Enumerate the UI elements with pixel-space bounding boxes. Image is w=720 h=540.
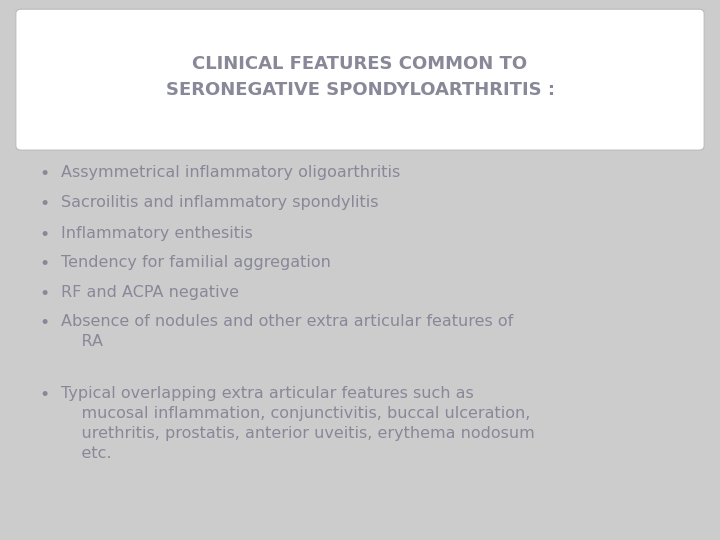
Text: Sacroilitis and inflammatory spondylitis: Sacroilitis and inflammatory spondylitis bbox=[61, 195, 379, 211]
FancyBboxPatch shape bbox=[16, 9, 704, 150]
Text: •: • bbox=[40, 314, 50, 332]
Text: •: • bbox=[40, 285, 50, 302]
Text: •: • bbox=[40, 255, 50, 273]
Text: •: • bbox=[40, 386, 50, 404]
Text: Inflammatory enthesitis: Inflammatory enthesitis bbox=[61, 226, 253, 241]
Text: CLINICAL FEATURES COMMON TO
SERONEGATIVE SPONDYLOARTHRITIS :: CLINICAL FEATURES COMMON TO SERONEGATIVE… bbox=[166, 55, 554, 99]
Text: •: • bbox=[40, 195, 50, 213]
Text: Typical overlapping extra articular features such as
    mucosal inflammation, c: Typical overlapping extra articular feat… bbox=[61, 386, 535, 461]
Text: •: • bbox=[40, 165, 50, 183]
Text: Tendency for familial aggregation: Tendency for familial aggregation bbox=[61, 255, 331, 271]
Text: Assymmetrical inflammatory oligoarthritis: Assymmetrical inflammatory oligoarthriti… bbox=[61, 165, 400, 180]
Text: RF and ACPA negative: RF and ACPA negative bbox=[61, 285, 239, 300]
Text: •: • bbox=[40, 226, 50, 244]
Text: Absence of nodules and other extra articular features of
    RA: Absence of nodules and other extra artic… bbox=[61, 314, 513, 349]
